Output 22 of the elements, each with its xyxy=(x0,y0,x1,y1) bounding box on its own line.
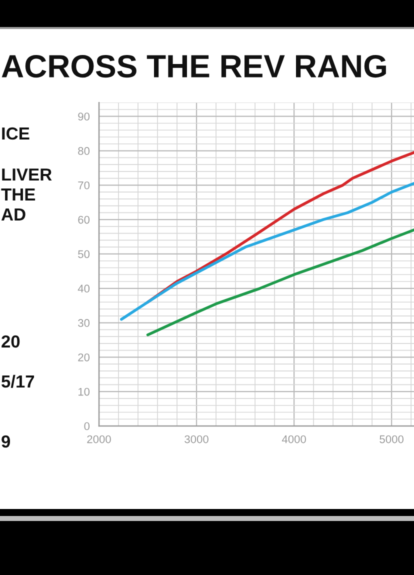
x-tick-label: 4000 xyxy=(282,435,306,444)
y-tick-label: 80 xyxy=(78,147,90,155)
line-series xyxy=(146,228,414,336)
x-tick-label: 2000 xyxy=(87,435,111,444)
text: 5/17 xyxy=(2,374,34,388)
y-tick-label: 60 xyxy=(78,216,90,224)
y-tick-label: 10 xyxy=(78,388,90,396)
line-series xyxy=(120,182,414,321)
y-tick-label: 30 xyxy=(78,319,90,327)
y-tick-label: 40 xyxy=(78,284,90,293)
y-tick-label: 0 xyxy=(84,422,90,430)
text: 20 xyxy=(2,335,20,348)
y-tick-label: 70 xyxy=(78,181,90,190)
x-tick-label: 5000 xyxy=(380,435,404,444)
y-tick-label: 90 xyxy=(78,112,90,120)
text: 9 xyxy=(2,435,10,448)
y-tick-label: 20 xyxy=(78,353,90,362)
y-tick-label: 50 xyxy=(78,250,90,258)
chart-title: ACROSS THE REV RANG xyxy=(2,54,386,78)
x-tick-label: 3000 xyxy=(184,435,208,444)
text: ICE xyxy=(2,127,30,140)
text: LIVER THE AD xyxy=(1,168,52,220)
